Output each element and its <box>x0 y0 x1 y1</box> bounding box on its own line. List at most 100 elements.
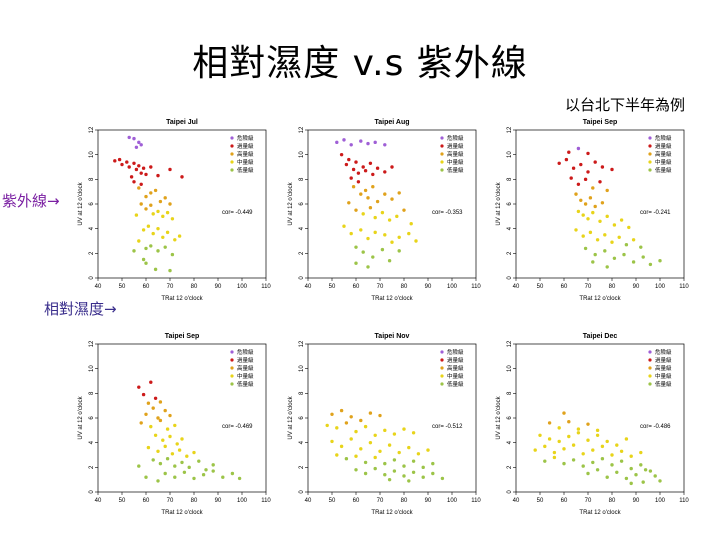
data-point <box>175 442 179 446</box>
data-point <box>373 433 377 437</box>
data-point <box>581 234 585 238</box>
data-point <box>173 464 177 468</box>
data-point <box>605 475 609 479</box>
legend-label: 低量級 <box>447 380 464 388</box>
data-point <box>173 423 177 428</box>
x-tick-label: 40 <box>513 498 520 504</box>
data-point <box>368 161 373 165</box>
x-tick-label: 50 <box>329 284 336 290</box>
data-point <box>354 208 358 212</box>
data-point <box>144 172 148 177</box>
data-point <box>165 230 170 235</box>
data-point <box>639 450 643 455</box>
data-point <box>344 457 349 461</box>
data-point <box>163 408 167 413</box>
x-tick-label: 70 <box>167 284 174 290</box>
data-point <box>387 259 392 263</box>
data-point <box>146 445 151 450</box>
data-point <box>557 161 561 165</box>
data-point <box>639 245 643 249</box>
data-point <box>624 476 629 481</box>
x-tick-label: 70 <box>585 284 592 290</box>
data-point <box>648 262 653 267</box>
legend-marker <box>230 350 234 354</box>
data-point <box>137 239 141 243</box>
chart-panel-1: Taipei Jul 40 50 60 70 80 90 100 110 0 2 4 6 8 10 12 TRa… <box>72 108 300 316</box>
data-point <box>156 249 160 253</box>
legend-label: 危險級 <box>655 348 672 356</box>
data-point <box>383 192 387 196</box>
y-tick-label: 10 <box>299 365 305 372</box>
data-point <box>583 202 588 206</box>
data-point <box>383 473 387 477</box>
x-tick-label: 90 <box>215 498 222 504</box>
data-point <box>339 152 344 157</box>
data-point <box>407 231 411 236</box>
data-point <box>153 267 158 272</box>
data-point <box>583 177 588 182</box>
data-point <box>583 246 588 251</box>
data-point <box>615 470 619 474</box>
data-point <box>617 235 621 239</box>
y-tick-label: 12 <box>299 126 305 133</box>
data-point <box>134 167 139 172</box>
x-tick-label: 50 <box>537 498 544 504</box>
data-point <box>156 416 160 420</box>
y-tick-label: 12 <box>89 126 95 133</box>
data-point <box>387 443 392 447</box>
data-point <box>187 465 191 470</box>
data-point <box>390 240 394 244</box>
data-point <box>182 470 187 474</box>
x-axis-label: TRat 12 o'clock <box>371 296 413 302</box>
x-axis-label: TRat 12 o'clock <box>371 510 413 516</box>
x-tick-label: 90 <box>633 498 640 504</box>
x-tick-label: 60 <box>353 498 360 504</box>
x-tick-label: 70 <box>167 498 174 504</box>
y-tick-label: 4 <box>299 440 305 444</box>
data-point <box>330 412 334 416</box>
y-tick-label: 4 <box>299 226 305 230</box>
data-point <box>163 471 167 476</box>
data-point <box>593 252 597 257</box>
data-point <box>163 196 167 200</box>
data-point <box>571 443 576 447</box>
data-point <box>571 166 576 170</box>
data-point <box>371 172 375 177</box>
x-tick-label: 50 <box>119 284 126 290</box>
data-point <box>605 265 609 269</box>
y-tick-label: 12 <box>507 340 513 347</box>
y-tick-label: 2 <box>507 251 513 255</box>
data-point <box>180 175 184 179</box>
y-tick-label: 8 <box>89 177 95 181</box>
legend-label: 高量級 <box>237 364 254 372</box>
data-point <box>137 164 141 168</box>
data-point <box>339 444 344 449</box>
uv-side-label: 紫外線→ <box>2 190 60 211</box>
legend-label: 中量級 <box>237 158 254 166</box>
data-point <box>342 224 346 228</box>
legend-marker <box>440 160 444 164</box>
data-point <box>421 465 425 470</box>
data-point <box>361 212 365 216</box>
legend-label: 危險級 <box>447 348 464 356</box>
data-point <box>168 202 172 206</box>
legend-label: 低量級 <box>655 380 672 388</box>
y-tick-label: 4 <box>507 226 513 230</box>
data-point <box>139 143 143 147</box>
x-tick-label: 60 <box>353 284 360 290</box>
data-point <box>349 231 353 236</box>
legend-label: 高量級 <box>655 150 672 158</box>
legend-label: 過量級 <box>447 356 464 364</box>
data-point <box>170 452 175 456</box>
data-point <box>658 479 662 483</box>
legend-marker <box>230 168 234 172</box>
data-point <box>149 244 153 248</box>
data-point <box>605 214 609 219</box>
legend-marker <box>648 168 652 172</box>
data-point <box>383 428 387 433</box>
data-point <box>363 188 368 193</box>
data-point <box>230 471 235 476</box>
data-point <box>402 427 406 431</box>
data-point <box>361 250 365 254</box>
legend-marker <box>230 374 234 378</box>
